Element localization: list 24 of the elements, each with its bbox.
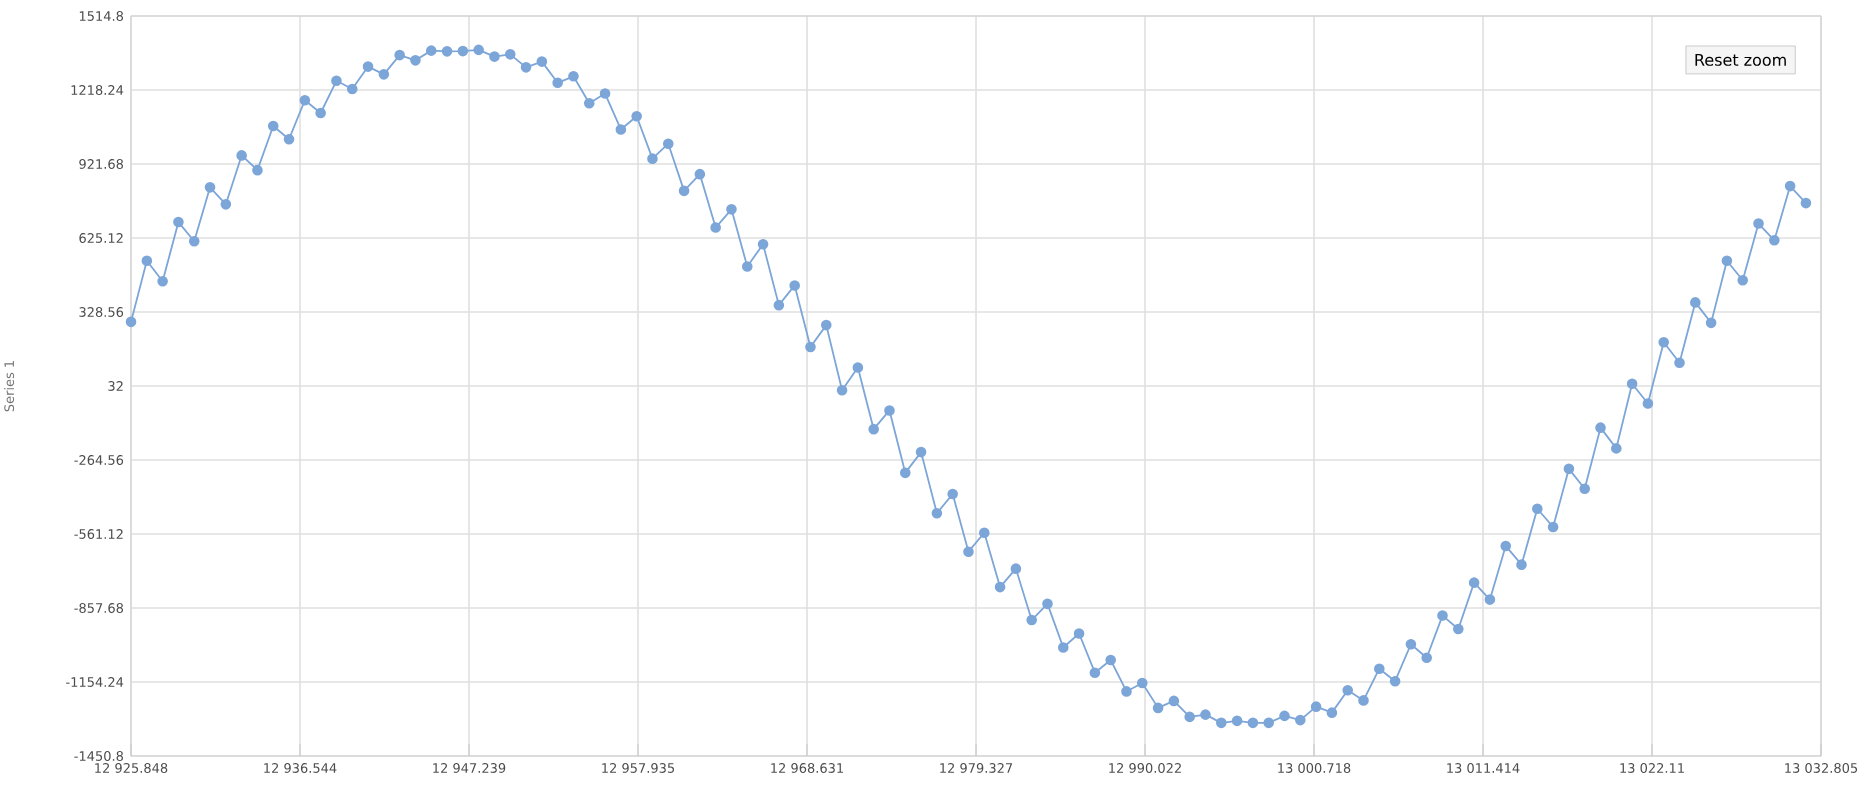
x-tick-label: 12 947.239: [433, 763, 506, 773]
y-tick-label: -857.68: [74, 603, 124, 613]
y-tick-label: 32: [108, 381, 123, 391]
x-tick-label: 13 032.805: [1785, 763, 1858, 773]
y-tick-label: -561.12: [74, 529, 123, 539]
y-tick-label: 1514.8: [79, 11, 124, 21]
annotation: Reset zoom: [1695, 53, 1786, 66]
x-tick-label: 12 990.022: [1109, 763, 1181, 773]
x-tick-label: 13 000.718: [1278, 763, 1351, 773]
y-tick-label: 625.12: [79, 233, 123, 243]
y-axis-title: Series 1: [4, 361, 15, 412]
y-tick-label: 328.56: [79, 307, 124, 317]
y-tick-label: 921.68: [79, 159, 124, 169]
x-tick-label: 13 022.11: [1620, 763, 1684, 773]
x-tick-label: 12 957.935: [602, 763, 675, 773]
x-tick-label: 12 968.631: [771, 763, 843, 773]
y-tick-label: -1450.8: [74, 751, 124, 761]
y-tick-label: -1154.24: [66, 677, 124, 687]
x-tick-label: 13 011.414: [1447, 763, 1520, 773]
x-tick-label: 12 936.544: [264, 763, 337, 773]
x-tick-label: 12 925.848: [95, 763, 168, 773]
y-tick-label: 1218.24: [71, 85, 124, 95]
y-tick-label: -264.56: [74, 455, 124, 465]
x-tick-label: 12 979.327: [940, 763, 1013, 773]
